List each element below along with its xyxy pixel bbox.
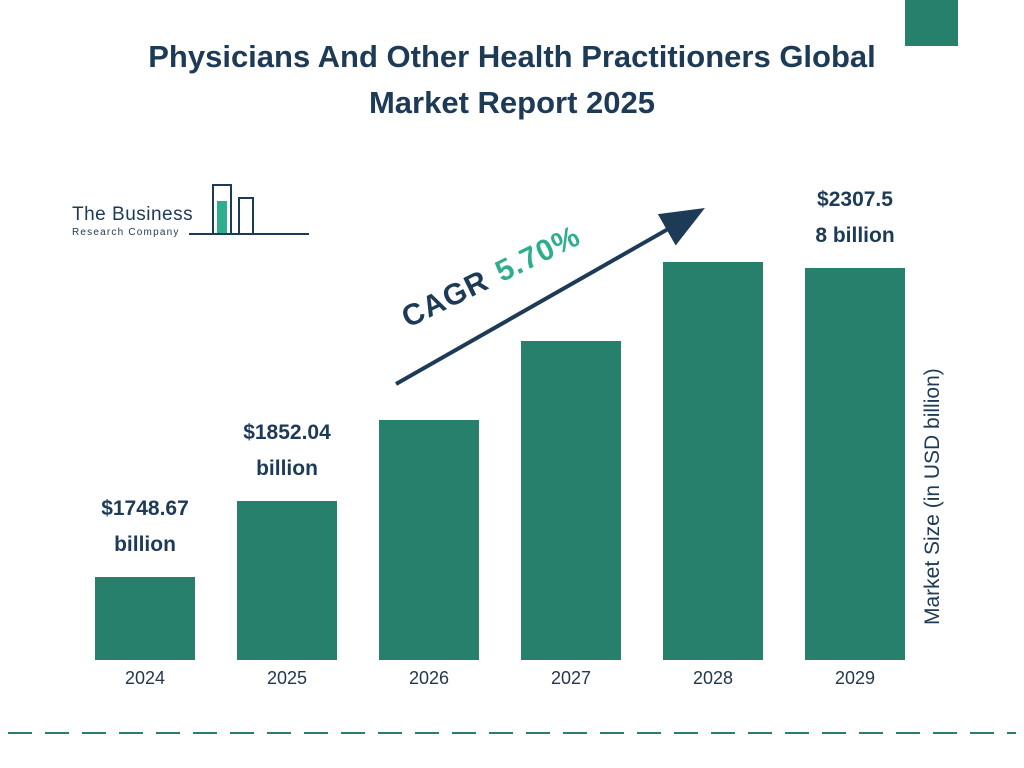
- bar-2028: [663, 261, 763, 660]
- x-label-2024: 2024: [124, 668, 166, 688]
- bottom-dashed-divider: [8, 732, 1016, 734]
- bar-group-2024: $1748.67 billion: [95, 182, 195, 660]
- bar-value-line1: $1852.04: [243, 420, 331, 444]
- bar-group-2026: [379, 182, 479, 660]
- cagr-trend-arrow: [395, 208, 705, 386]
- bar-value-label-2025: $1852.04 billion: [243, 415, 331, 487]
- x-label-2029: 2029: [834, 668, 876, 688]
- bar-2024: [95, 576, 195, 660]
- bar-value-label-2024: $1748.67 billion: [101, 491, 189, 563]
- bar-value-label-2029: $2307.5 8 billion: [815, 182, 894, 254]
- x-axis-labels: 2024 2025 2026 2027 2028 2029: [95, 668, 905, 689]
- bar-group-2025: $1852.04 billion: [237, 182, 337, 660]
- bar-group-2027: [521, 182, 621, 660]
- logo-subname: Research Company: [72, 227, 180, 238]
- bar-2025: [237, 500, 337, 660]
- x-label-2026: 2026: [408, 668, 450, 688]
- bar-value-line2: billion: [114, 532, 176, 556]
- page-title: Physicians And Other Health Practitioner…: [148, 39, 876, 120]
- bar-chart: $1748.67 billion $1852.04 billion: [95, 182, 905, 660]
- bars-container: $1748.67 billion $1852.04 billion: [95, 182, 905, 660]
- bar-value-line1: $1748.67: [101, 496, 189, 520]
- bar-value-line2: 8 billion: [815, 224, 895, 247]
- logo-bar-chart-icon: [189, 184, 310, 235]
- x-label-2025: 2025: [266, 668, 308, 688]
- company-logo: The Business Research Company: [72, 182, 311, 246]
- corner-accent-block: [905, 0, 958, 46]
- logo-text: The Business Research Company: [72, 204, 193, 246]
- x-label-2027: 2027: [550, 668, 592, 688]
- bar-value-line1: $2307.5: [817, 188, 893, 211]
- bar-2026: [379, 420, 479, 660]
- bar-2027: [521, 341, 621, 660]
- logo-name: The Business: [72, 204, 194, 225]
- bar-value-line2: billion: [256, 456, 318, 480]
- bar-group-2028: [663, 182, 763, 660]
- x-label-2028: 2028: [692, 668, 734, 688]
- bar-2029: [805, 268, 905, 660]
- y-axis-label: Market Size (in USD billion): [921, 368, 944, 626]
- bar-group-2029: $2307.5 8 billion: [805, 182, 905, 660]
